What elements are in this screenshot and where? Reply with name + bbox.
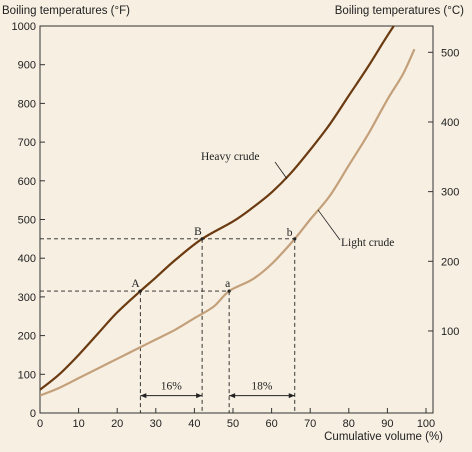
interval-label-1: 18% [251,381,273,393]
x-tick-label: 60 [265,418,277,430]
y-left-tick-label: 500 [18,215,36,227]
y-left-tick-label: 700 [18,137,36,149]
x-axis-title: Cumulative volume (%) [324,431,443,443]
point-label-a: a [225,278,230,290]
y-left-tick-label: 200 [18,331,36,343]
x-tick-label: 90 [381,418,393,430]
point-marker-A [138,289,142,293]
leader-light-crude [317,209,341,241]
x-tick-label: 30 [150,418,162,430]
x-tick-label: 0 [37,418,43,430]
x-tick-label: 20 [111,418,123,430]
series-line-light-crude [40,48,416,397]
y-right-tick-label: 500 [441,47,459,59]
point-label-b: b [287,227,293,239]
interval-arrowhead-left-1 [229,393,236,399]
point-marker-a [227,289,231,293]
point-marker-B [200,237,204,241]
y-left-tick-label: 1000 [12,21,36,33]
point-marker-b [293,237,297,241]
series-label-light-crude: Light crude [341,237,394,249]
y-axis-right-title: Boiling temperatures (°C) [335,5,464,17]
x-tick-label: 70 [304,418,316,430]
y-right-tick-label: 400 [441,117,459,129]
x-tick-label: 10 [72,418,84,430]
leader-heavy-crude [274,161,288,180]
y-right-tick-label: 300 [441,187,459,199]
x-tick-label: 100 [417,418,435,430]
y-left-tick-label: 100 [18,369,36,381]
interval-arrowhead-right-1 [288,393,295,399]
x-tick-label: 40 [188,418,200,430]
y-left-tick-label: 0 [30,408,36,420]
y-left-tick-label: 300 [18,292,36,304]
series-label-heavy-crude: Heavy crude [201,151,259,163]
interval-label-0: 16% [161,381,183,393]
y-axis-left-title: Boiling temperatures (°F) [2,5,130,17]
interval-arrowhead-left-0 [140,393,147,399]
interval-arrowhead-right-0 [196,393,203,399]
x-tick-label: 80 [343,418,355,430]
y-left-tick-label: 900 [18,60,36,72]
y-left-tick-label: 800 [18,98,36,110]
y-right-tick-label: 100 [441,326,459,338]
x-tick-label: 50 [227,418,239,430]
point-label-B: B [194,226,202,238]
y-right-tick-label: 200 [441,256,459,268]
series-line-heavy-crude [40,26,396,391]
y-left-tick-label: 400 [18,253,36,265]
y-left-tick-label: 600 [18,176,36,188]
point-label-A: A [131,278,140,290]
